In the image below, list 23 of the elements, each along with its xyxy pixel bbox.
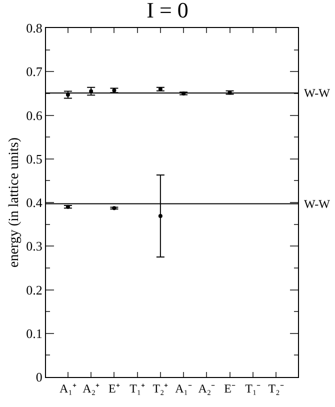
y-tick-label: 0.8 (26, 20, 42, 36)
y-tick-label: 0.3 (26, 238, 42, 254)
ref-line-label: W-W (304, 86, 331, 100)
x-tick-label: E⁻ (224, 381, 236, 396)
y-axis-title: energy (in lattice units) (6, 137, 22, 268)
y-tick-label: 0.7 (26, 64, 43, 80)
x-tick-label: A₂⁻ (198, 381, 216, 396)
x-tick-label: A₁⁻ (175, 381, 192, 396)
x-tick-label: E⁺ (108, 381, 120, 396)
y-tick-label: 0 (36, 370, 42, 385)
x-tick-label: T₁⁺ (130, 381, 146, 396)
x-tick-label: T₂⁻ (268, 381, 284, 396)
ref-line-label: W-W (304, 197, 331, 211)
x-tick-label: T₂⁺ (152, 381, 168, 396)
x-tick-label: A₁⁺ (60, 381, 76, 396)
y-tick-label: 0.4 (26, 195, 43, 210)
chart-title: I = 0 (146, 0, 188, 22)
y-tick-label: 0.5 (26, 151, 42, 166)
y-tick-label: 0.1 (26, 326, 42, 341)
y-tick-label: 0.2 (26, 282, 42, 298)
y-tick-label: 0.6 (26, 108, 43, 123)
x-tick-label: T₁⁻ (245, 381, 261, 396)
x-tick-label: A₂⁺ (82, 381, 100, 396)
